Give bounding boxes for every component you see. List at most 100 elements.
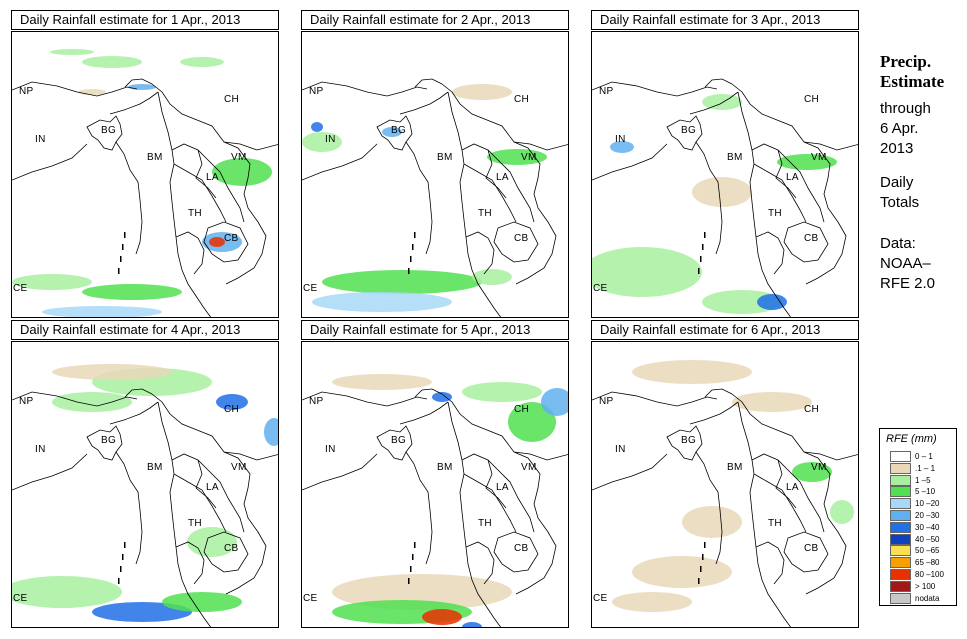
border-line bbox=[755, 231, 785, 275]
island-mark bbox=[118, 578, 120, 584]
legend-item: 1 –5 bbox=[890, 474, 931, 486]
rainfall-area bbox=[332, 374, 432, 390]
island-mark bbox=[702, 244, 704, 250]
legend-label: 5 –10 bbox=[915, 487, 936, 497]
panel-title: Daily Rainfall estimate for 2 Apr., 2013 bbox=[301, 10, 569, 30]
panel-title: Daily Rainfall estimate for 6 Apr., 2013 bbox=[591, 320, 859, 340]
island-mark bbox=[124, 232, 126, 238]
island-mark bbox=[410, 566, 412, 572]
border-line bbox=[12, 81, 138, 97]
country-label-bg: BG bbox=[391, 125, 407, 136]
border-line bbox=[755, 541, 785, 585]
rainfall-area bbox=[692, 177, 752, 207]
rainfall-map: NP CH IN BG BM VM LA TH CB CE bbox=[11, 31, 279, 318]
legend-swatch bbox=[890, 557, 911, 569]
country-label-vm: VM bbox=[231, 152, 247, 163]
border-line bbox=[171, 143, 245, 223]
rainfall-area bbox=[52, 364, 172, 380]
side-data-label: Data: bbox=[880, 235, 916, 252]
border-line bbox=[803, 141, 847, 285]
border-line bbox=[203, 531, 249, 573]
island-mark bbox=[704, 542, 706, 548]
legend-item: 80 –100 bbox=[890, 569, 944, 580]
island-mark bbox=[122, 244, 124, 250]
border-line bbox=[302, 81, 428, 97]
rainfall-area bbox=[209, 237, 225, 247]
border-line bbox=[666, 425, 703, 461]
rainfall-area bbox=[682, 506, 742, 538]
border-line bbox=[463, 163, 517, 223]
border-line bbox=[177, 253, 212, 317]
legend-label: .1 – 1 bbox=[915, 463, 936, 473]
rainfall-area bbox=[487, 149, 547, 165]
border-line bbox=[399, 401, 449, 425]
country-label-bg: BG bbox=[101, 435, 117, 446]
country-label-la: LA bbox=[786, 172, 799, 183]
legend-label: 40 –50 bbox=[915, 534, 940, 544]
rainfall-area bbox=[302, 132, 342, 152]
island-mark bbox=[124, 542, 126, 548]
country-label-th: TH bbox=[768, 208, 782, 219]
country-label-bg: BG bbox=[681, 125, 697, 136]
legend-title: RFE (mm) bbox=[886, 433, 937, 445]
border-line bbox=[447, 91, 469, 255]
legend-label: 10 –20 bbox=[915, 499, 940, 509]
border-line bbox=[704, 388, 733, 398]
legend-item: 30 –40 bbox=[890, 521, 939, 533]
rainfall-area bbox=[792, 462, 832, 482]
border-line bbox=[124, 388, 153, 398]
side-source-line2: RFE 2.0 bbox=[880, 275, 936, 292]
island-mark bbox=[120, 566, 122, 572]
rainfall-area bbox=[312, 292, 452, 312]
legend-swatch bbox=[890, 545, 911, 557]
country-label-bm: BM bbox=[437, 462, 453, 473]
island-mark bbox=[408, 578, 410, 584]
country-label-cb: CB bbox=[224, 233, 239, 244]
border-line bbox=[175, 231, 205, 275]
border-line bbox=[195, 149, 217, 199]
border-line bbox=[463, 473, 517, 533]
rainfall-area bbox=[452, 84, 512, 100]
rainfall-area bbox=[216, 394, 248, 410]
map-graphic bbox=[12, 49, 278, 317]
panel-title: Daily Rainfall estimate for 3 Apr., 2013 bbox=[591, 10, 859, 30]
legend-label: 20 –30 bbox=[915, 511, 940, 520]
border-line bbox=[592, 391, 718, 407]
country-label-vm: VM bbox=[521, 462, 537, 473]
country-label-th: TH bbox=[188, 208, 202, 219]
rainfall-area bbox=[612, 592, 692, 612]
country-label-ce: CE bbox=[303, 593, 318, 604]
legend-label: 0 – 1 bbox=[915, 452, 933, 461]
legend-item: .1 – 1 bbox=[890, 462, 936, 474]
island-mark bbox=[412, 554, 414, 560]
country-label-la: LA bbox=[206, 172, 219, 183]
border-line bbox=[405, 141, 433, 255]
border-line bbox=[86, 115, 123, 151]
border-line bbox=[737, 91, 759, 255]
border-line bbox=[86, 425, 123, 461]
border-line bbox=[493, 531, 539, 573]
legend-swatch bbox=[890, 533, 911, 545]
country-label-ch: CH bbox=[804, 404, 820, 415]
country-label-bm: BM bbox=[727, 152, 743, 163]
rainfall-area bbox=[52, 392, 132, 412]
border-line bbox=[157, 91, 179, 255]
rainfall-area bbox=[702, 290, 782, 314]
border-line bbox=[467, 253, 502, 317]
country-label-np: NP bbox=[309, 86, 324, 97]
island-mark bbox=[122, 554, 124, 560]
legend-swatch bbox=[890, 569, 911, 580]
country-label-th: TH bbox=[478, 208, 492, 219]
rainfall-area bbox=[50, 49, 94, 55]
legend-swatch bbox=[890, 580, 911, 592]
country-label-bm: BM bbox=[147, 462, 163, 473]
border-line bbox=[376, 425, 413, 461]
island-mark bbox=[704, 232, 706, 238]
country-label-ce: CE bbox=[13, 593, 28, 604]
rainfall-area bbox=[82, 284, 182, 300]
legend-swatch bbox=[890, 521, 911, 533]
country-label-in: IN bbox=[615, 444, 626, 455]
border-line bbox=[803, 451, 847, 595]
legend-item: 50 –65 bbox=[890, 545, 939, 557]
country-label-np: NP bbox=[599, 396, 614, 407]
